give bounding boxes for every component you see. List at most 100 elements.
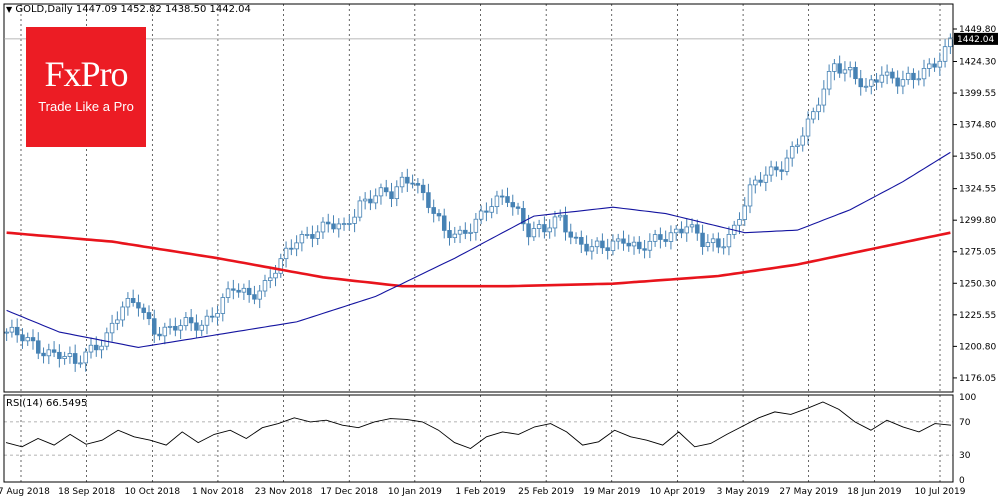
x-tick-label: 27 May 2019 <box>779 487 838 497</box>
candle-body <box>911 72 916 81</box>
candle-body <box>336 223 342 230</box>
candle-body <box>510 202 516 208</box>
candle-body <box>789 146 795 159</box>
candle-body <box>531 228 537 238</box>
candle-body <box>753 179 758 186</box>
candle-body <box>278 258 284 274</box>
candle-body <box>41 352 46 357</box>
candle-body <box>884 71 890 76</box>
candle-body <box>916 78 921 81</box>
x-tick-label: 27 Aug 2018 <box>0 487 50 497</box>
candle-body <box>747 184 753 207</box>
candle-body <box>652 234 658 242</box>
candle-body <box>51 349 57 353</box>
candle-body <box>162 326 168 337</box>
candle-body <box>763 174 769 183</box>
candle-body <box>563 214 568 233</box>
candle-body <box>136 302 141 309</box>
candle-body <box>283 247 289 260</box>
dropdown-triangle-icon: ▼ <box>6 5 13 14</box>
y-tick-label: 1449.80 <box>959 25 996 35</box>
y-tick-label: 1176.05 <box>959 374 996 384</box>
y-tick-label: 1374.80 <box>959 121 996 131</box>
candle-body <box>521 208 526 225</box>
candle-body <box>542 224 547 233</box>
candle-body <box>173 325 178 331</box>
x-tick-label: 19 Mar 2019 <box>583 487 640 497</box>
candle-body <box>610 240 616 251</box>
candle-body <box>695 224 700 234</box>
candle-body <box>167 325 173 328</box>
candle-body <box>874 79 879 83</box>
candle-body <box>626 242 632 247</box>
y-tick-label: 1350.05 <box>959 152 996 162</box>
rsi-tick-label: 0 <box>959 476 965 486</box>
candle-body <box>800 135 805 146</box>
candle-body <box>431 207 436 214</box>
candle-body <box>399 176 405 188</box>
candle-body <box>716 238 721 248</box>
candle-body <box>83 351 88 364</box>
candle-body <box>853 67 858 80</box>
candle-body <box>621 238 626 244</box>
candle-body <box>441 215 447 231</box>
y-tick-label: 1275.05 <box>959 248 996 258</box>
candle-body <box>9 326 15 333</box>
candle-body <box>573 236 579 239</box>
candle-body <box>4 331 9 334</box>
candle-body <box>199 324 204 331</box>
candle-body <box>668 232 674 242</box>
candle-body <box>832 63 837 72</box>
candle-body <box>352 216 357 224</box>
candle-body <box>663 239 668 242</box>
candle-body <box>362 198 368 202</box>
candle-body <box>231 288 236 291</box>
candle-body <box>842 69 848 74</box>
candle-body <box>141 307 146 313</box>
candle-body <box>700 232 705 247</box>
candle-body <box>120 306 125 321</box>
candle-body <box>631 241 637 247</box>
candle-body <box>373 195 378 204</box>
candle-body <box>579 237 584 245</box>
candle-body <box>220 297 226 314</box>
candle-body <box>405 176 410 184</box>
candle-body <box>473 218 479 233</box>
candle-body <box>536 224 542 229</box>
candle-body <box>109 322 115 334</box>
logo-wordmark: FxPro <box>44 54 128 94</box>
candle-body <box>552 216 558 229</box>
candle-body <box>347 223 352 225</box>
candle-body <box>499 195 505 198</box>
rsi-panel-frame <box>3 394 954 483</box>
candle-body <box>78 362 83 365</box>
candle-body <box>584 243 589 252</box>
candle-body <box>895 77 900 87</box>
candle-body <box>273 272 278 279</box>
candle-body <box>183 317 189 327</box>
candle-body <box>937 60 943 68</box>
candle-body <box>72 353 78 364</box>
y-tick-label: 1424.30 <box>959 58 996 68</box>
y-tick-label: 1225.55 <box>959 311 996 321</box>
candle-body <box>526 223 531 238</box>
candle-body <box>152 318 157 335</box>
candle-body <box>14 326 20 336</box>
candle-body <box>637 241 642 250</box>
candle-body <box>331 223 336 230</box>
y-tick-label: 1250.30 <box>959 279 996 289</box>
candle-body <box>689 224 695 228</box>
candle-body <box>241 287 247 293</box>
candle-body <box>890 71 895 79</box>
candle-body <box>900 79 906 87</box>
candle-body <box>294 242 299 250</box>
candle-body <box>795 144 800 147</box>
candle-body <box>605 247 610 251</box>
candle-body <box>774 166 779 171</box>
x-tick-label: 1 Feb 2019 <box>455 487 506 497</box>
price-panel-frame <box>3 3 954 393</box>
y-tick-label: 1324.55 <box>959 185 996 195</box>
candle-body <box>447 230 452 239</box>
x-tick-label: 10 Oct 2018 <box>124 487 180 497</box>
